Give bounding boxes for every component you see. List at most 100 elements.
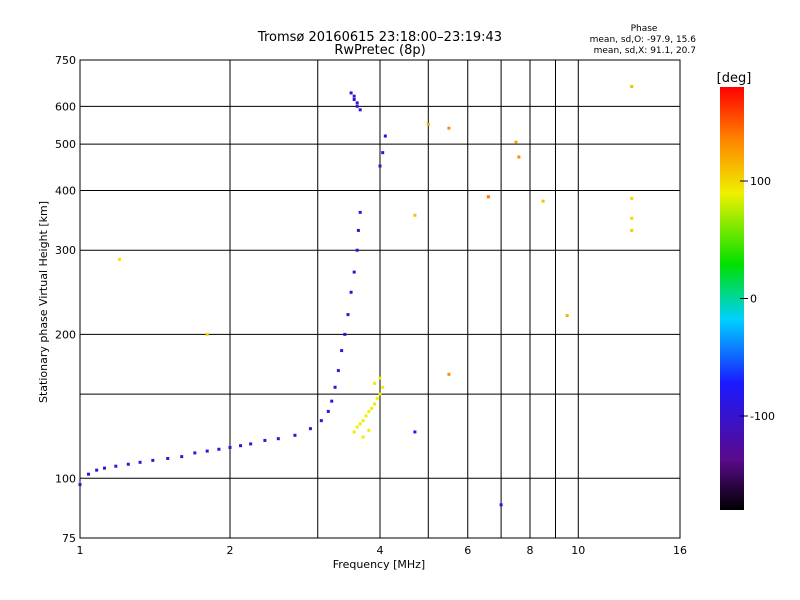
data-point-x [361,419,365,423]
y-tick-label: 300 [55,244,76,257]
data-point-scattered [486,195,490,199]
data-point-x [355,425,359,429]
y-tick-label: 600 [55,100,76,113]
colorbar: [deg] 100 0 -100 [717,71,775,510]
data-point-o [355,101,359,105]
data-point-x [375,396,379,400]
colorbar-tick-label: -100 [750,410,775,423]
y-tick-label: 750 [55,54,76,67]
data-point-o [95,468,99,472]
data-point-x [378,392,382,396]
y-tick-label: 500 [55,138,76,151]
colorbar-tick-label: 0 [750,293,757,306]
data-point-o [358,108,362,112]
data-point-scattered [499,503,503,507]
data-point-scattered [447,126,451,130]
x-tick-label: 1 [77,544,84,557]
data-point-o [381,151,385,155]
data-point-x [381,385,385,389]
data-point-x [364,414,368,418]
y-tick-label: 200 [55,328,76,341]
data-point-scattered [517,155,521,159]
data-point-o [346,313,350,317]
stats-line-x: mean, sd,X: 91.1, 20.7 [594,46,696,56]
y-tick-labels: 75 100 200 300 400 500 600 750 [55,54,76,545]
data-point-o [349,290,353,294]
x-tick-label: 10 [571,544,585,557]
stats-heading: Phase [631,24,658,34]
data-point-x [358,422,362,426]
data-point-o [358,210,362,214]
data-point-o [383,134,387,138]
data-point-o [180,455,184,459]
data-point-o [228,445,232,449]
data-point-o [352,94,356,98]
data-point-scattered [630,216,634,220]
colorbar-tick-label: 100 [750,175,771,188]
data-point-scattered [117,257,121,261]
data-point-x [367,409,371,413]
data-point-o [205,449,209,453]
data-point-o [343,332,347,336]
colorbar-label: [deg] [717,71,752,86]
data-point-scattered [514,140,518,144]
data-point-scattered [565,314,569,318]
colorbar-ticks: 100 0 -100 [740,175,775,423]
data-point-o [352,98,356,102]
data-point-o [151,458,155,462]
data-point-o [276,437,280,441]
data-point-x [370,406,374,410]
data-point-o [126,462,130,466]
data-point-o [263,438,267,442]
data-point-scattered [630,85,634,89]
x-tick-label: 2 [227,544,234,557]
data-point-o [308,427,312,431]
data-point-o [239,444,243,448]
data-point-scattered [413,213,417,217]
data-points [78,85,634,507]
data-point-o [86,472,90,476]
x-tick-label: 8 [527,544,534,557]
chart-subtitle: RwPretec (8p) [334,43,425,58]
data-point-o [78,483,82,487]
data-point-o [352,270,356,274]
x-tick-label: 4 [377,544,384,557]
x-tick-labels: 1 2 4 6 8 10 16 [77,544,688,557]
chart-title: Tromsø 20160615 23:18:00–23:19:43 [257,30,502,45]
y-tick-label: 75 [62,532,76,545]
data-point-x [367,428,371,432]
data-point-o [103,466,107,470]
x-tick-label: 16 [673,544,687,557]
data-point-x [361,435,365,439]
data-point-x [378,376,382,380]
data-point-o [319,419,323,423]
data-point-scattered [630,196,634,200]
data-point-o [349,91,353,95]
x-tick-label: 6 [464,544,471,557]
x-axis-label: Frequency [MHz] [333,558,425,571]
y-axis-label: Stationary phase Virtual Height [km] [37,201,50,403]
data-point-x [373,402,377,406]
plot-area: 1 2 4 6 8 10 16 75 100 200 300 400 500 600 750 [55,54,687,557]
data-point-o [293,433,297,437]
data-point-o [249,442,253,446]
data-point-x [373,381,377,385]
data-point-x [352,430,356,434]
data-point-scattered [413,430,417,434]
data-point-scattered [541,199,545,203]
data-point-o [355,104,359,108]
y-tick-label: 100 [55,472,76,485]
data-point-o [326,409,330,413]
data-point-o [336,369,340,373]
grid-lines [80,60,680,538]
data-point-scattered [447,372,451,376]
data-point-o [330,399,334,403]
data-point-scattered [630,228,634,232]
data-point-o [333,385,337,389]
stats-line-o: mean, sd,O: -97.9, 15.6 [590,35,697,45]
data-point-o [138,460,142,464]
data-point-scattered [205,332,209,336]
data-point-o [356,228,360,232]
data-point-scattered [426,122,430,126]
